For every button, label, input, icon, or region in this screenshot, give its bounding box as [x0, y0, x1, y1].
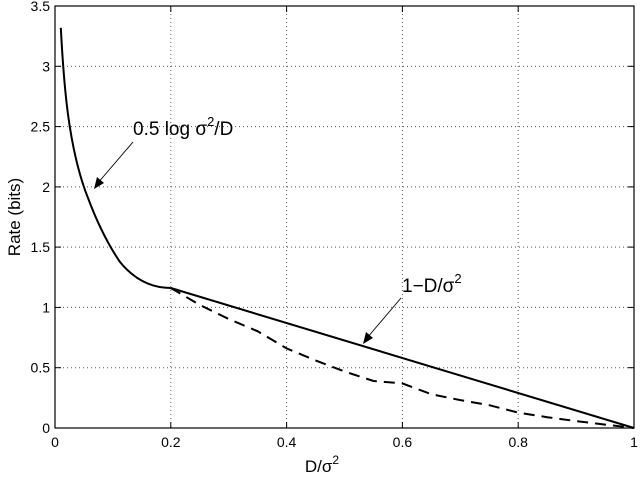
series-log-dashed-line — [170, 287, 635, 429]
y-tick-label: 0 — [42, 420, 50, 436]
y-tick-label: 3.5 — [31, 0, 51, 14]
y-axis-title: Rate (bits) — [5, 178, 24, 256]
x-tick-label: 0.8 — [508, 434, 528, 450]
grid — [55, 6, 634, 428]
x-tick-label: 0.6 — [393, 434, 413, 450]
x-axis-title: D/σ2 — [305, 453, 340, 476]
x-tick-label: 0.2 — [161, 434, 181, 450]
y-tick-label: 0.5 — [31, 360, 51, 376]
y-tick-label: 3 — [42, 58, 50, 74]
tick-marks — [55, 6, 634, 428]
y-tick-label: 1.5 — [31, 239, 51, 255]
arrowhead-icon — [363, 332, 373, 344]
y-tick-label: 2 — [42, 179, 50, 195]
axes-box — [54, 5, 635, 429]
y-tick-labels: 0 0.5 1 1.5 2 2.5 3 3.5 — [31, 0, 51, 436]
series-linear-solid — [170, 287, 635, 429]
plot-area — [55, 6, 634, 428]
annotation-linear-arrow — [366, 297, 402, 339]
arrowhead-icon — [94, 177, 104, 189]
annotation-linear-label: 1−D/σ2 — [402, 271, 462, 297]
annotation-log-arrow — [96, 141, 134, 185]
x-tick-label: 1 — [630, 434, 638, 450]
series-log-solid-path — [59, 27, 171, 289]
x-tick-labels: 0 0.2 0.4 0.6 0.8 1 — [51, 434, 638, 450]
x-tick-label: 0.4 — [277, 434, 297, 450]
x-tick-label: 0 — [51, 434, 59, 450]
y-tick-label: 1 — [42, 299, 50, 315]
y-tick-label: 2.5 — [31, 119, 51, 135]
annotation-log-label: 0.5 log σ2/D — [133, 114, 233, 140]
